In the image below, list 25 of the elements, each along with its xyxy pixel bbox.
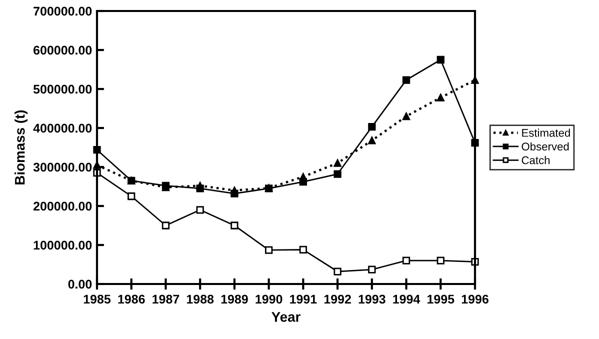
- x-tick-label: 1993: [358, 294, 386, 304]
- x-tick-label: 1986: [118, 294, 145, 304]
- y-tick-label: 200000.00: [33, 202, 92, 211]
- y-axis-title: Biomass (t): [14, 110, 28, 184]
- x-tick-label: 1985: [84, 294, 111, 304]
- legend-label: Estimated: [522, 128, 570, 137]
- legend-label: Catch: [522, 156, 550, 164]
- x-tick-label: 1987: [152, 294, 180, 304]
- legend-label: Observed: [522, 142, 569, 150]
- y-tick-label: 0.00: [68, 280, 92, 289]
- x-axis-title: Year: [272, 312, 300, 322]
- x-tick-label: 1995: [428, 294, 454, 304]
- y-tick-label: 500000.00: [33, 84, 92, 94]
- x-tick-label: 1994: [393, 294, 420, 304]
- x-tick-label: 1996: [462, 294, 488, 304]
- y-tick-label: 400000.00: [33, 124, 92, 133]
- y-tick-label: 700000.00: [34, 6, 92, 16]
- x-tick-label: 1990: [256, 294, 282, 304]
- y-tick-label: 100000.00: [34, 240, 92, 250]
- y-tick-label: 600000.00: [34, 46, 92, 55]
- x-tick-label: 1989: [221, 294, 248, 304]
- x-tick-label: 1991: [290, 294, 317, 304]
- x-tick-label: 1992: [324, 294, 351, 304]
- x-tick-label: 1988: [186, 294, 214, 304]
- y-tick-label: 300000.00: [33, 162, 92, 172]
